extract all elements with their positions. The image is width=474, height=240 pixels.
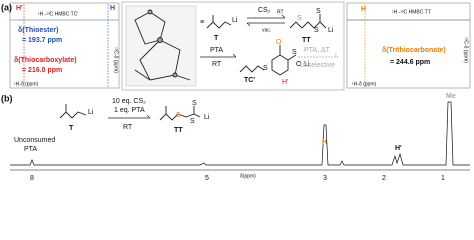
label: (a) <box>1 2 12 12</box>
reaction-arrow <box>108 114 151 119</box>
unselective-arrow <box>298 53 339 58</box>
tt-s1: S <box>176 112 181 119</box>
t-li: Li <box>88 109 94 116</box>
tt-li: Li <box>204 114 210 121</box>
y-axis: ¹³C-δ (ppm) <box>113 47 119 73</box>
tt-s3: S <box>192 100 197 107</box>
equilibrium-arrow <box>246 14 286 27</box>
x-axis: ¹H-δ (ppm) <box>352 81 377 87</box>
t-molecule <box>59 104 87 119</box>
cs2: CS₂ <box>258 7 271 14</box>
reagent-2: 1 eq. PTA <box>114 107 145 114</box>
tc-label: TC' <box>244 77 255 84</box>
3: 2 <box>382 175 386 182</box>
h: H <box>361 6 366 13</box>
4: 1 <box>441 175 445 182</box>
h: H <box>322 139 327 146</box>
tt-s1: S <box>297 15 302 22</box>
h: H <box>110 5 115 12</box>
nmr-spectrum <box>10 101 470 166</box>
unselective: unselective <box>300 62 335 69</box>
axis-label: δ(ppm) <box>240 173 256 179</box>
h-prime: H' <box>395 145 402 152</box>
reagent-1: 10 eq. CS₂ <box>112 98 146 105</box>
thiocarboxylate-value: = 216.0 ppm <box>22 67 62 74</box>
label: (b) <box>1 93 13 103</box>
vac: vac. <box>262 27 271 33</box>
tt-label: TT <box>174 127 183 134</box>
tt-molecule <box>289 14 327 29</box>
0: 8 <box>30 175 34 182</box>
trithiocarbonate-label: δ(Trithiocarbonate) <box>382 47 446 54</box>
product-li: Li <box>304 61 310 68</box>
hmbc-tc-frame <box>9 2 120 89</box>
title: ¹H -¹³C HMBC TT <box>392 9 431 15</box>
equiv: ≡ <box>200 19 204 26</box>
unconsumed: Unconsumed <box>14 137 55 144</box>
figure: ≡ (a) H' H ¹H -¹³C HMBC TC' δ(Thioester) = 19… <box>1 1 471 182</box>
t-li: Li <box>232 17 238 24</box>
tc-molecule <box>239 65 265 73</box>
thioester-label: δ(Thioester) <box>18 27 58 34</box>
tt-s2: S <box>314 27 319 34</box>
pta-arrow <box>200 53 237 58</box>
x-axis: ¹H-δ (ppm) <box>14 81 39 87</box>
product-o: O <box>276 39 282 46</box>
t-label: T <box>214 35 219 42</box>
rt-pta: RT <box>212 61 222 68</box>
y-axis: ¹³C-δ (ppm) <box>463 37 469 63</box>
crystal-lattice <box>134 9 191 81</box>
thioester-value: = 193.7 ppm <box>22 37 62 44</box>
2: 3 <box>323 175 327 182</box>
h-prime: H' <box>16 5 23 12</box>
tt-molecule <box>159 106 201 121</box>
tc-s: S <box>263 65 268 72</box>
hmbc-tt-frame <box>346 2 471 89</box>
rt-forward: RT <box>277 9 284 15</box>
title: ¹H -¹³C HMBC TC' <box>38 11 78 17</box>
thiocarboxylate-label: δ(Thiocarboxylate) <box>14 57 77 64</box>
product-oli: O <box>296 61 302 68</box>
tt-li: Li <box>328 27 334 34</box>
product-h-prime: H' <box>282 79 288 86</box>
t-label: T <box>69 125 74 132</box>
condition: RT <box>123 124 133 131</box>
trithiocarbonate-value: = 244.6 ppm <box>390 59 430 66</box>
crystal-structure <box>125 5 197 87</box>
scheme-frame <box>121 1 345 91</box>
t-molecule <box>206 15 232 29</box>
1: 5 <box>205 175 209 182</box>
product-molecule <box>271 45 297 76</box>
pta: PTA <box>24 146 37 153</box>
pta-heat: PTA, ΔT <box>304 47 331 54</box>
product-s: S <box>292 49 297 56</box>
me: Me <box>446 93 456 100</box>
pta: PTA <box>210 47 223 54</box>
tt-label: TT <box>302 37 311 44</box>
tt-s2: S <box>190 118 195 125</box>
tt-s3: S <box>316 8 321 15</box>
